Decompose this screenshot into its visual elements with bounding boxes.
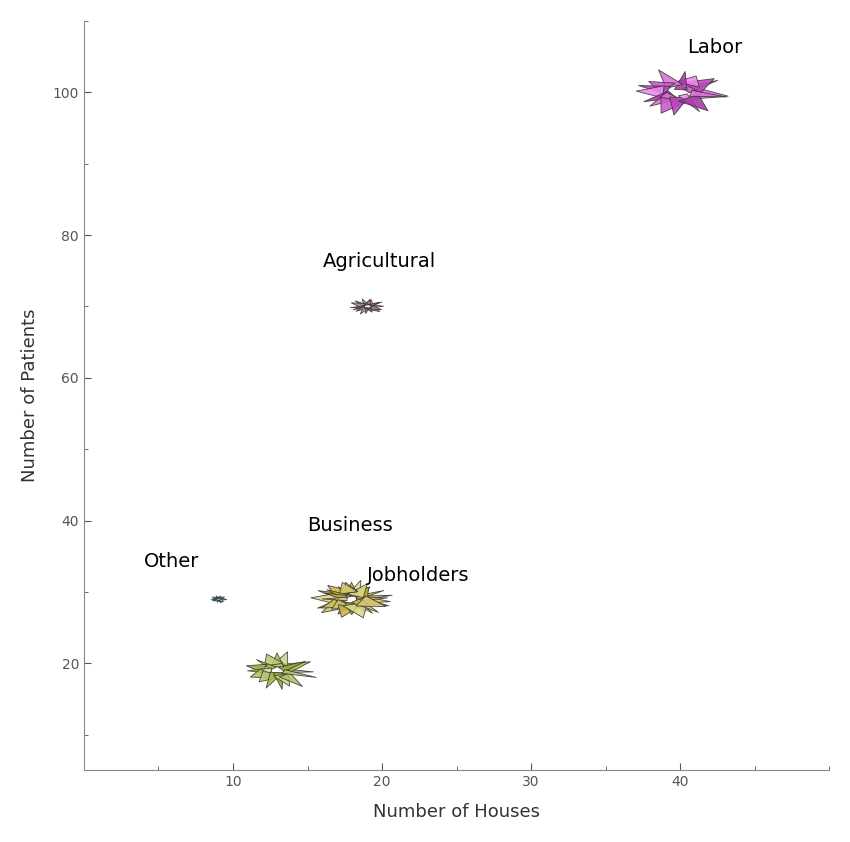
Text: Labor: Labor bbox=[688, 38, 743, 56]
X-axis label: Number of Houses: Number of Houses bbox=[373, 803, 540, 821]
Text: Other: Other bbox=[144, 552, 199, 571]
Y-axis label: Number of Patients: Number of Patients bbox=[21, 309, 39, 482]
Text: Business: Business bbox=[308, 516, 394, 535]
Text: Agricultural: Agricultural bbox=[322, 252, 436, 270]
Text: Jobholders: Jobholders bbox=[367, 566, 470, 585]
